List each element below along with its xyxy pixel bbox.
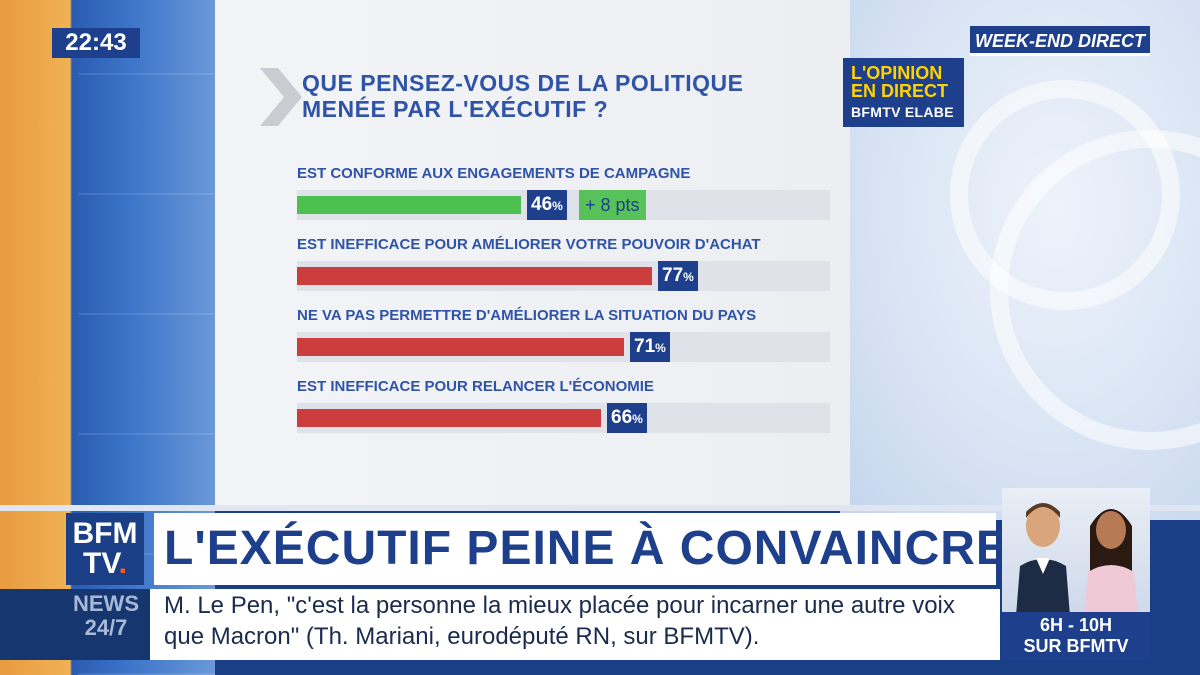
value-label: 71% xyxy=(630,332,670,362)
news-line-1: NEWS xyxy=(73,591,139,616)
bar xyxy=(297,409,601,427)
left-background xyxy=(0,0,215,675)
show-line-1: 6H - 10H xyxy=(1039,615,1113,635)
clock: 22:43 xyxy=(52,28,140,58)
show-schedule: 6H - 10H SUR BFMTV xyxy=(1002,612,1150,660)
news-line-2: 24/7 xyxy=(84,615,128,640)
headline-text: L'EXÉCUTIF PEINE À CONVAINCRE xyxy=(164,522,1009,575)
category-label: EST CONFORME AUX ENGAGEMENTS DE CAMPAGNE xyxy=(297,165,691,182)
news-ticker: M. Le Pen, "c'est la personne la mieux p… xyxy=(164,592,955,650)
presenters-photo xyxy=(1002,488,1150,613)
question-line-1: QUE PENSEZ-VOUS DE LA POLITIQUE xyxy=(302,70,744,96)
chevron-right-icon xyxy=(260,68,302,126)
category-label: NE VA PAS PERMETTRE D'AMÉLIORER LA SITUA… xyxy=(297,307,757,324)
category-label: EST INEFFICACE POUR RELANCER L'ÉCONOMIE xyxy=(297,378,654,395)
news-label: NEWS 24/7 xyxy=(66,592,146,640)
logo-line-1: BFM xyxy=(72,517,138,550)
bfmtv-logo: BFM TV. xyxy=(66,513,144,585)
program-tag: WEEK-END DIRECT xyxy=(970,26,1150,56)
bar xyxy=(297,196,521,214)
badge-line-2: EN DIRECT xyxy=(851,81,949,101)
value-label: 46% xyxy=(527,190,567,220)
badge-line-1: L'OPINION xyxy=(851,63,943,83)
bar xyxy=(297,338,624,356)
poll-question: QUE PENSEZ-VOUS DE LA POLITIQUE MENÉE PA… xyxy=(302,70,842,122)
ticker-panel xyxy=(150,589,1000,660)
opinion-badge: L'OPINION EN DIRECT BFMTV ELABE xyxy=(843,58,964,127)
show-line-2: SUR BFMTV xyxy=(1023,636,1129,656)
change-annotation: + 8 pts xyxy=(579,190,646,220)
headline: L'EXÉCUTIF PEINE À CONVAINCRE xyxy=(164,516,1025,582)
badge-line-3: BFMTV ELABE xyxy=(851,104,954,120)
value-label: 77% xyxy=(658,261,698,291)
presenter-1-figure xyxy=(1016,503,1070,613)
headline-box xyxy=(154,513,996,585)
category-label: EST INEFFICACE POUR AMÉLIORER VOTRE POUV… xyxy=(297,236,761,253)
bar xyxy=(297,267,652,285)
presenter-2-figure xyxy=(1084,509,1138,613)
logo-line-2: TV xyxy=(83,547,119,580)
value-label: 66% xyxy=(607,403,647,433)
question-line-2: MENÉE PAR L'EXÉCUTIF ? xyxy=(302,96,609,122)
lower-third-divider xyxy=(0,505,1200,511)
